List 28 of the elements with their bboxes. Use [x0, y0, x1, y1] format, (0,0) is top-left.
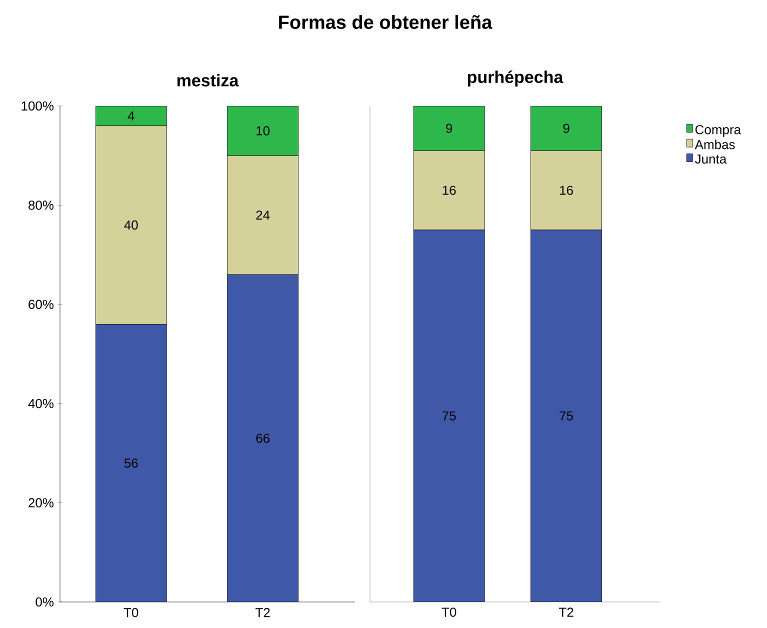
legend-label: Compra — [695, 125, 742, 137]
y-tick-label: 80% — [28, 200, 54, 210]
data-label: 40 — [124, 220, 138, 230]
data-label: 66 — [256, 434, 270, 443]
y-tick-label: 60% — [28, 300, 54, 309]
data-label: 75 — [560, 411, 573, 421]
y-tick-label: 20% — [28, 498, 54, 508]
data-label: 75 — [442, 411, 456, 421]
y-tick-label: 100% — [22, 101, 54, 111]
data-label: 9 — [446, 124, 452, 133]
x-tick-label: T2 — [558, 608, 574, 617]
data-label: 16 — [560, 186, 573, 195]
x-tick-label: T0 — [442, 608, 456, 617]
legend-label: Junta — [695, 154, 727, 164]
chart-title: mestiza — [177, 74, 239, 86]
chart-title: purhépecha — [468, 70, 564, 86]
data-label: 56 — [124, 458, 138, 468]
data-label: 10 — [256, 126, 270, 136]
x-tick-label: T2 — [256, 608, 270, 618]
data-label: 4 — [128, 111, 134, 120]
y-tick-label: 0% — [36, 597, 54, 607]
legend-label: Ambas — [694, 140, 735, 150]
y-tick-label: 40% — [28, 398, 54, 408]
x-tick-label: T0 — [124, 608, 138, 618]
text: Formas de obtener leña — [279, 15, 492, 29]
data-label: 24 — [256, 210, 270, 220]
data-label: 9 — [563, 124, 570, 133]
data-label: 16 — [442, 186, 456, 195]
